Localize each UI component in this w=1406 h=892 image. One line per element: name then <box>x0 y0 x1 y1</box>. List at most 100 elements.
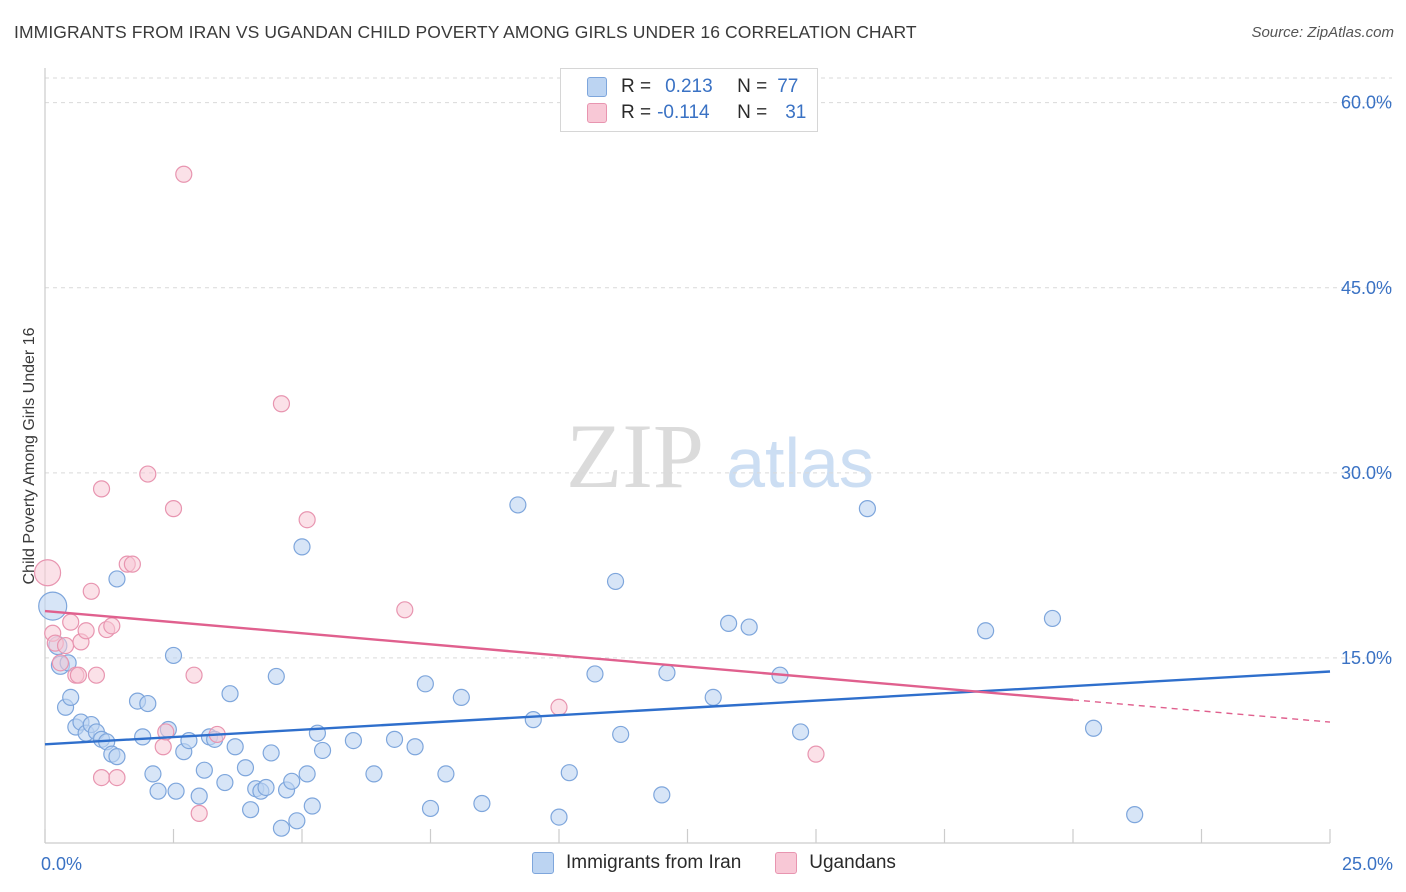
bottom-legend-label-iran: Immigrants from Iran <box>566 852 742 873</box>
legend-r-value-ugandans: -0.114 <box>657 102 710 123</box>
data-point-iran <box>139 694 157 713</box>
data-point-iran <box>437 765 455 783</box>
trend-lines <box>44 609 1331 746</box>
data-point-iran <box>257 778 275 797</box>
data-point-iran <box>1126 806 1144 824</box>
data-point-ugandans <box>108 769 126 787</box>
data-point-ugandans <box>807 745 825 763</box>
data-point-iran <box>406 738 424 756</box>
legend-swatch-iran <box>587 77 607 97</box>
bottom-legend: Immigrants from Iran Ugandans <box>532 852 930 874</box>
data-point-ugandans <box>396 601 414 619</box>
legend-n-value-iran: 77 <box>777 76 799 97</box>
data-point-iran <box>791 723 810 741</box>
data-point-iran <box>421 799 440 818</box>
data-point-iran <box>293 538 311 556</box>
data-point-iran <box>242 801 260 819</box>
data-point-iran <box>550 808 568 826</box>
data-point-iran <box>524 711 542 729</box>
legend-row-ugandans: R = -0.114 N = 31 <box>587 101 806 125</box>
data-point-iran <box>1043 609 1062 628</box>
legend-swatch-ugandans <box>587 103 607 123</box>
data-point-ugandans <box>69 666 88 684</box>
trend-line-ugandans <box>44 609 1074 702</box>
bottom-legend-swatch-iran <box>532 852 554 874</box>
data-point-iran <box>612 725 630 744</box>
trend-line-iran <box>44 670 1331 746</box>
data-point-ugandans <box>92 769 111 787</box>
data-point-iran <box>365 765 383 783</box>
watermark-zip: ZIP <box>566 405 704 507</box>
tick-labels: 15.0% 30.0% 45.0% 60.0% 0.0% 25.0% <box>41 93 1393 874</box>
data-point-ugandans <box>298 511 316 529</box>
data-point-ugandans <box>175 165 193 183</box>
data-point-iran <box>298 765 316 783</box>
data-point-ugandans <box>87 666 106 684</box>
data-point-iran <box>216 773 234 792</box>
bottom-legend-label-ugandans: Ugandans <box>809 852 896 873</box>
data-point-ugandans <box>56 636 75 655</box>
data-point-iran <box>473 794 491 813</box>
data-point-ugandans <box>139 465 157 483</box>
x-tick-label: 25.0% <box>1342 854 1393 874</box>
legend: R = 0.213 N = 77 R = -0.114 N = 31 <box>560 68 818 132</box>
data-point-ugandans <box>33 559 62 587</box>
trend-line-ugandans-extension <box>1072 699 1331 723</box>
axes <box>44 68 1331 844</box>
data-point-ugandans <box>164 500 183 518</box>
data-point-iran <box>236 759 255 777</box>
data-point-iran <box>704 688 722 707</box>
data-point-iran <box>164 646 183 665</box>
x-tick-label: 0.0% <box>41 854 82 874</box>
data-point-ugandans <box>103 617 121 635</box>
data-point-iran <box>167 782 185 800</box>
legend-r-value-iran: 0.213 <box>665 76 713 97</box>
data-point-iran <box>740 618 758 636</box>
data-point-iran <box>226 738 244 756</box>
data-point-iran <box>977 622 995 640</box>
series-iran-points <box>38 496 1144 837</box>
data-point-ugandans <box>123 555 141 573</box>
data-point-iran <box>586 665 604 683</box>
legend-n-value-ugandans: 31 <box>785 102 807 123</box>
grid <box>45 77 1392 659</box>
bottom-legend-item-ugandans: Ugandans <box>775 852 896 874</box>
data-point-iran <box>560 764 578 782</box>
series-ugandans-points <box>33 165 825 822</box>
watermark-atlas: atlas <box>726 424 874 502</box>
legend-n-label-ugandans: N = <box>737 102 768 123</box>
data-point-iran <box>134 728 152 746</box>
data-point-iran <box>221 685 239 703</box>
data-point-iran <box>1084 719 1103 737</box>
data-point-iran <box>108 748 126 766</box>
data-point-iran <box>149 782 167 800</box>
data-point-iran <box>858 500 877 518</box>
data-point-iran <box>653 786 671 804</box>
data-point-ugandans <box>185 666 203 684</box>
y-tick-label: 45.0% <box>1341 278 1392 298</box>
data-point-ugandans <box>272 395 291 413</box>
data-point-iran <box>190 787 208 805</box>
source-label: Source: ZipAtlas.com <box>1251 24 1394 41</box>
data-point-ugandans <box>92 480 111 498</box>
data-point-iran <box>267 667 285 686</box>
y-tick-label: 60.0% <box>1341 93 1392 113</box>
legend-row-iran: R = 0.213 N = 77 <box>587 75 798 99</box>
y-tick-label: 30.0% <box>1341 463 1392 483</box>
data-point-ugandans <box>51 654 70 672</box>
data-point-iran <box>606 572 625 591</box>
legend-r-label-ugandans: R = <box>621 102 652 123</box>
data-point-iran <box>144 765 162 783</box>
data-point-ugandans <box>157 723 175 741</box>
data-point-iran <box>509 496 527 514</box>
data-point-ugandans <box>550 698 568 716</box>
data-point-ugandans <box>77 622 95 640</box>
bottom-legend-swatch-ugandans <box>775 852 798 874</box>
chart-title: IMMIGRANTS FROM IRAN VS UGANDAN CHILD PO… <box>14 22 917 42</box>
data-point-iran <box>452 688 470 707</box>
data-point-iran <box>272 819 291 837</box>
data-point-iran <box>108 570 126 588</box>
data-point-ugandans <box>82 582 100 600</box>
data-point-iran <box>288 812 306 830</box>
